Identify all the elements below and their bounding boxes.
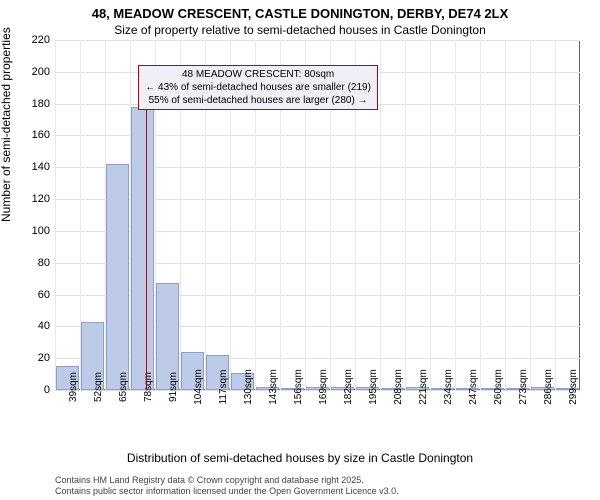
- grid-line-v: [380, 40, 381, 390]
- grid-line-v: [530, 40, 531, 390]
- y-tick: 0: [20, 384, 50, 396]
- x-tick: 130sqm: [243, 369, 254, 405]
- y-tick: 140: [20, 161, 50, 173]
- y-tick: 120: [20, 193, 50, 205]
- grid-line-v: [55, 40, 56, 390]
- y-tick: 200: [20, 66, 50, 78]
- grid-line-v: [505, 40, 506, 390]
- x-tick: 195sqm: [368, 369, 379, 405]
- footer: Contains HM Land Registry data © Crown c…: [55, 475, 399, 498]
- x-tick: 91sqm: [168, 372, 179, 402]
- x-tick: 156sqm: [293, 369, 304, 405]
- x-tick: 52sqm: [93, 372, 104, 402]
- footer-line2: Contains public sector information licen…: [55, 486, 399, 498]
- x-tick: 286sqm: [543, 369, 554, 405]
- x-tick: 78sqm: [143, 372, 154, 402]
- title-line2: Size of property relative to semi-detach…: [0, 23, 600, 39]
- x-tick: 65sqm: [118, 372, 129, 402]
- y-tick: 100: [20, 225, 50, 237]
- annotation-line2: ← 43% of semi-detached houses are smalle…: [145, 81, 371, 94]
- x-tick: 143sqm: [268, 369, 279, 405]
- annotation-line1: 48 MEADOW CRESCENT: 80sqm: [145, 68, 371, 81]
- chart-container: 02040608010012014016018020022039sqm52sqm…: [55, 40, 580, 390]
- grid-line-v: [455, 40, 456, 390]
- x-tick: 208sqm: [393, 369, 404, 405]
- y-tick: 40: [20, 320, 50, 332]
- grid-line-v: [480, 40, 481, 390]
- grid-line-v: [555, 40, 556, 390]
- y-tick: 220: [20, 34, 50, 46]
- x-tick: 234sqm: [443, 369, 454, 405]
- bar: [131, 107, 155, 390]
- grid-line-h: [55, 40, 580, 41]
- annotation-box: 48 MEADOW CRESCENT: 80sqm← 43% of semi-d…: [138, 65, 378, 110]
- y-tick: 80: [20, 257, 50, 269]
- x-axis-label: Distribution of semi-detached houses by …: [0, 451, 600, 465]
- x-tick: 169sqm: [318, 369, 329, 405]
- y-tick: 180: [20, 98, 50, 110]
- footer-line1: Contains HM Land Registry data © Crown c…: [55, 475, 399, 487]
- y-tick: 160: [20, 129, 50, 141]
- plot-area: 02040608010012014016018020022039sqm52sqm…: [55, 40, 580, 390]
- x-tick: 39sqm: [68, 372, 79, 402]
- bar: [106, 164, 130, 390]
- x-tick: 117sqm: [218, 370, 229, 405]
- x-tick: 260sqm: [493, 369, 504, 405]
- x-tick: 221sqm: [418, 369, 429, 405]
- title-line1: 48, MEADOW CRESCENT, CASTLE DONINGTON, D…: [0, 6, 600, 23]
- x-tick: 299sqm: [568, 369, 579, 405]
- y-tick: 20: [20, 352, 50, 364]
- x-tick: 273sqm: [518, 369, 529, 405]
- annotation-line3: 55% of semi-detached houses are larger (…: [145, 94, 371, 107]
- grid-line-v: [430, 40, 431, 390]
- x-tick: 104sqm: [193, 369, 204, 405]
- x-tick: 182sqm: [343, 369, 354, 405]
- x-tick: 247sqm: [468, 369, 479, 405]
- grid-line-v: [405, 40, 406, 390]
- y-tick: 60: [20, 289, 50, 301]
- y-axis-label: Number of semi-detached properties: [0, 27, 13, 222]
- highlight-line: [146, 107, 147, 390]
- chart-title: 48, MEADOW CRESCENT, CASTLE DONINGTON, D…: [0, 6, 600, 38]
